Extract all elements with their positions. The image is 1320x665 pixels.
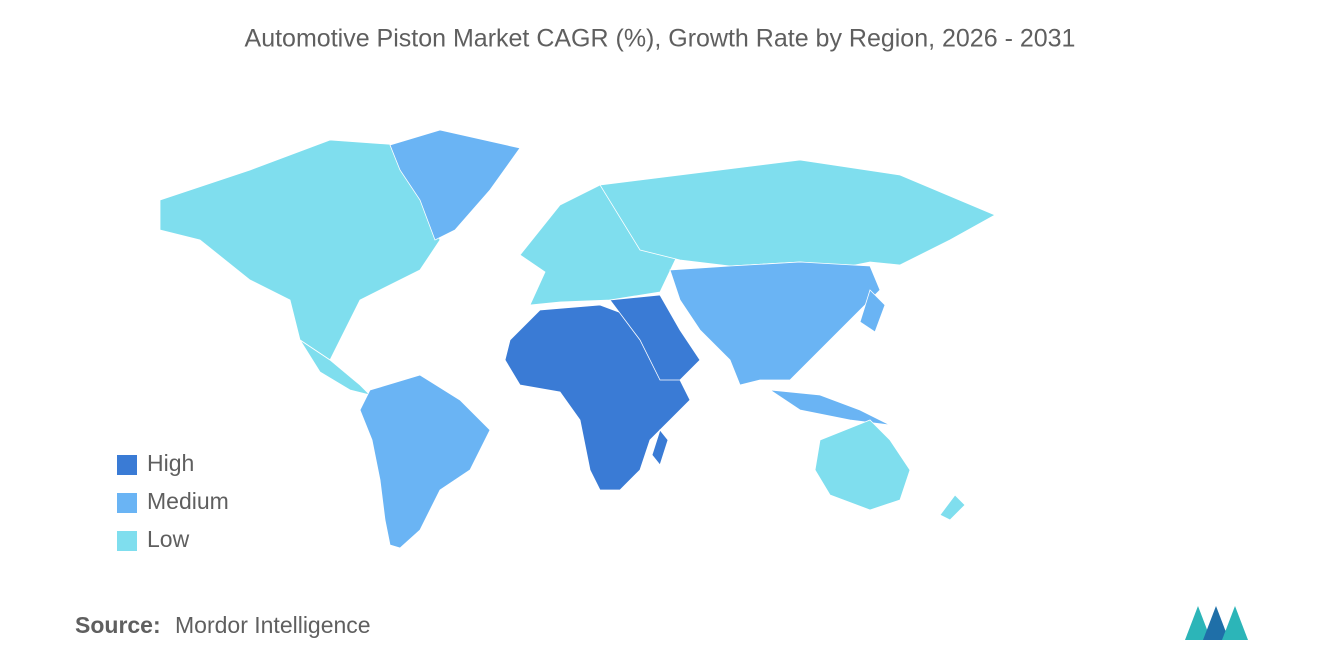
world-map xyxy=(159,129,996,549)
legend: High Medium Low xyxy=(117,450,229,552)
southeast-asia xyxy=(769,389,891,426)
legend-label: Low xyxy=(147,526,190,552)
source-label: Source: xyxy=(75,612,161,638)
south-america xyxy=(359,374,491,549)
asia xyxy=(669,261,881,386)
legend-label: Medium xyxy=(147,488,229,514)
middle-east xyxy=(609,294,701,381)
legend-swatch xyxy=(117,455,137,475)
new-zealand xyxy=(939,494,966,521)
legend-label: High xyxy=(147,450,194,476)
madagascar xyxy=(651,429,669,466)
logo xyxy=(1185,606,1248,640)
greenland xyxy=(389,129,521,241)
australia xyxy=(814,419,911,511)
legend-swatch xyxy=(117,493,137,513)
source-text: Mordor Intelligence xyxy=(175,612,371,638)
russia xyxy=(599,159,996,267)
japan xyxy=(859,289,886,333)
chart-title: Automotive Piston Market CAGR (%), Growt… xyxy=(245,25,1076,53)
legend-swatch xyxy=(117,531,137,551)
north-america xyxy=(159,139,441,361)
